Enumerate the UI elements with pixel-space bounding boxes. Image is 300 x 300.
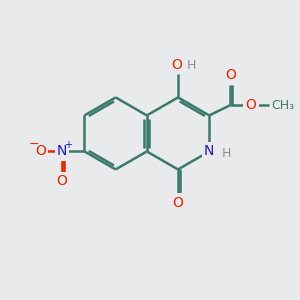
Text: O: O [226,68,237,83]
Text: CH₃: CH₃ [271,99,294,112]
Text: O: O [246,98,256,112]
Text: O: O [172,196,184,210]
Text: −: − [28,138,39,151]
Text: N: N [204,144,214,158]
Text: +: + [64,140,72,150]
Text: O: O [35,144,46,158]
Text: N: N [57,144,67,158]
Text: H: H [221,147,231,160]
Text: O: O [56,174,68,188]
Text: O: O [171,58,182,72]
Text: H: H [187,58,196,72]
